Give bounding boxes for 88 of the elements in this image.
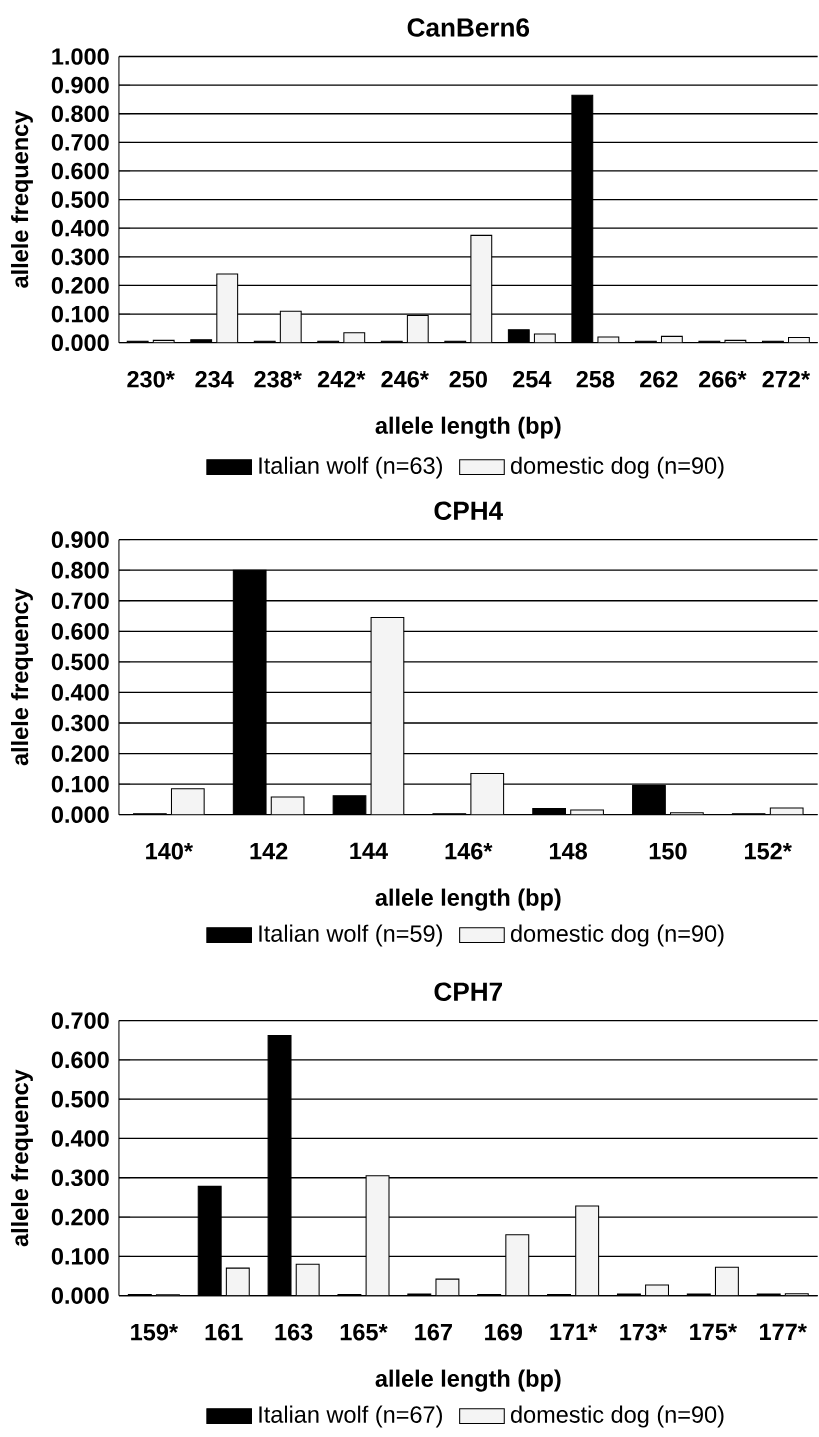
x-tick-label: 167 <box>415 1323 453 1341</box>
bar <box>190 339 213 343</box>
x-tick-label: 254 <box>513 370 552 388</box>
y-tick-label: 0.100 <box>51 1248 109 1265</box>
y-tick-label: 0.000 <box>51 1287 109 1304</box>
bar <box>534 333 556 343</box>
x-tick-label: 165* <box>340 1323 388 1341</box>
y-tick-label: 0.400 <box>51 684 109 701</box>
y-tick-label: 0.000 <box>51 806 109 823</box>
x-tick-label: 152* <box>745 842 793 860</box>
legend-label: domestic dog (n=90) <box>511 924 724 947</box>
y-tick-label: 0.900 <box>51 531 109 548</box>
legend-label: Italian wolf (n=63) <box>259 456 443 479</box>
legend-label: Italian wolf (n=67) <box>259 1405 443 1428</box>
y-tick-label: 0.900 <box>51 76 109 94</box>
x-tick-label: 161 <box>205 1323 243 1341</box>
bar <box>435 1278 460 1296</box>
y-tick-label: 0.600 <box>51 162 109 180</box>
x-tick-label: 140* <box>146 842 194 860</box>
bar <box>343 332 366 343</box>
y-tick-label: 0.200 <box>51 1208 109 1226</box>
x-tick-label: 175* <box>690 1323 738 1341</box>
bar <box>171 788 205 815</box>
x-tick-label: 163 <box>275 1323 313 1341</box>
y-axis-title: allele frequency <box>11 588 34 766</box>
bar <box>225 1267 250 1296</box>
y-tick-label: 0.300 <box>51 248 109 266</box>
y-tick-label: 0.600 <box>51 1051 109 1069</box>
x-tick-label: 150 <box>649 842 687 860</box>
legend-label: Italian wolf (n=59) <box>259 924 443 947</box>
y-tick-label: 0.800 <box>51 105 109 123</box>
bar <box>270 796 305 815</box>
bar <box>645 1284 670 1296</box>
y-tick-label: 0.700 <box>51 1012 109 1029</box>
x-tick-label: 171* <box>550 1323 598 1341</box>
x-tick-label: 262 <box>640 370 678 388</box>
y-tick-label: 0.100 <box>51 305 109 323</box>
x-tick-label: 173* <box>620 1323 668 1341</box>
x-axis-title: allele length (bp) <box>375 416 561 439</box>
x-tick-label: 258 <box>576 370 615 388</box>
bar <box>332 795 367 815</box>
bar <box>507 329 530 343</box>
bar <box>715 1266 739 1296</box>
y-tick-label: 0.600 <box>51 622 109 640</box>
legend-label: domestic dog (n=90) <box>511 1405 724 1428</box>
y-tick-label: 0.200 <box>51 277 109 294</box>
y-tick-label: 0.500 <box>51 1090 109 1108</box>
y-tick-label: 0.500 <box>51 191 109 208</box>
y-tick-label: 0.200 <box>51 745 109 762</box>
x-axis-title: allele length (bp) <box>375 1369 561 1392</box>
bar <box>295 1263 320 1296</box>
legend-label: domestic dog (n=90) <box>511 456 724 479</box>
x-tick-label: 242* <box>317 370 366 388</box>
x-tick-label: 144 <box>350 842 389 860</box>
y-tick-label: 0.400 <box>51 1130 109 1147</box>
x-tick-label: 142 <box>250 842 288 860</box>
x-tick-label: 246* <box>381 370 430 388</box>
y-tick-label: 1.000 <box>52 48 109 65</box>
y-tick-label: 0.300 <box>51 1169 109 1187</box>
x-tick-label: 238* <box>254 370 303 388</box>
bar <box>769 807 804 815</box>
y-axis-title: allele frequency <box>11 1069 34 1247</box>
x-axis-title: allele length (bp) <box>375 888 561 911</box>
x-tick-label: 146* <box>445 842 493 860</box>
y-tick-label: 0.700 <box>51 592 109 610</box>
y-tick-label: 0.800 <box>51 561 109 579</box>
y-tick-label: 0.500 <box>51 653 109 671</box>
chart-title: CPH7 <box>434 982 503 1001</box>
x-tick-label: 250 <box>449 370 488 388</box>
y-tick-label: 0.400 <box>51 219 109 237</box>
y-tick-label: 0.700 <box>51 134 109 151</box>
y-tick-label: 0.000 <box>51 334 109 352</box>
bar <box>570 809 605 815</box>
chart-title: CanBern6 <box>407 18 530 37</box>
y-tick-label: 0.300 <box>51 714 109 732</box>
chart-title: CPH4 <box>434 501 504 520</box>
y-axis-title: allele frequency <box>11 110 34 288</box>
x-tick-label: 272* <box>762 370 811 388</box>
x-tick-label: 266* <box>699 370 747 388</box>
x-tick-label: 148 <box>550 842 588 860</box>
y-tick-label: 0.100 <box>51 775 109 793</box>
bar <box>532 808 567 815</box>
x-tick-label: 177* <box>760 1323 807 1341</box>
x-tick-label: 159* <box>131 1323 179 1341</box>
x-tick-label: 234 <box>195 370 234 388</box>
bar <box>597 336 620 343</box>
x-tick-label: 169 <box>485 1323 523 1341</box>
x-tick-label: 230* <box>127 370 175 388</box>
